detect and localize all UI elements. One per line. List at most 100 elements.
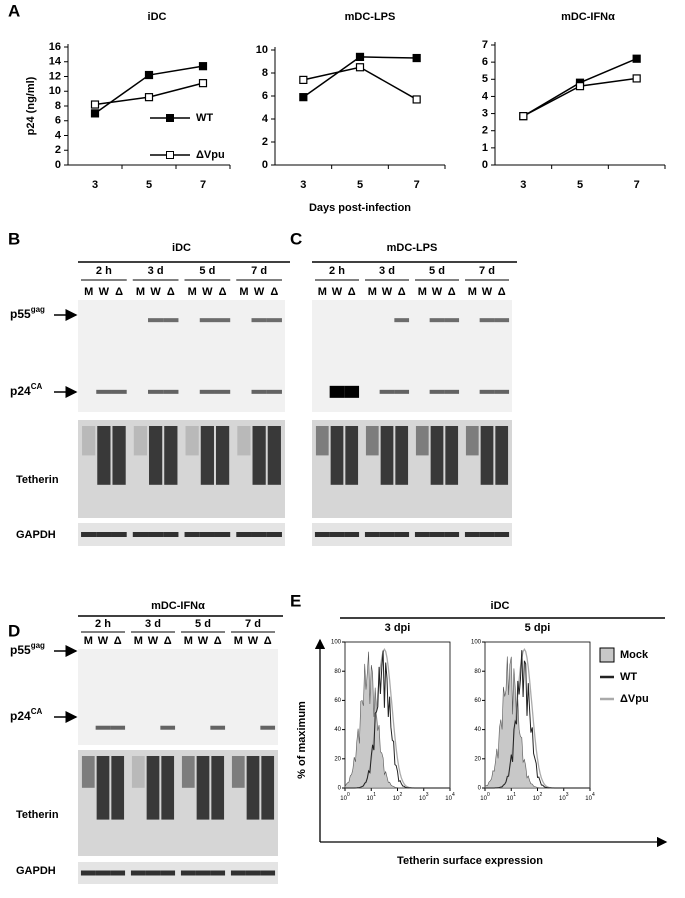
y-tick-label: 0 — [262, 159, 268, 171]
y-tick-label: 20 — [334, 756, 341, 762]
y-tick-label: 0 — [478, 786, 482, 792]
panel-label: B — [8, 229, 20, 248]
y-tick-label: 2 — [262, 136, 268, 148]
band — [479, 389, 495, 394]
x-tick-label-main: 10 — [419, 796, 426, 802]
series-line — [303, 66, 418, 101]
y-tick-label: 4 — [262, 113, 269, 125]
y-tick-label: 3 — [482, 107, 488, 119]
band — [266, 389, 282, 394]
band — [329, 385, 345, 398]
y-tick-label: 4 — [482, 90, 489, 102]
y-tick-label: 6 — [55, 115, 61, 127]
band — [480, 426, 494, 485]
band — [429, 318, 445, 323]
data-point — [355, 52, 365, 62]
data-point — [519, 112, 528, 121]
y-tick-label: 16 — [49, 41, 61, 53]
band — [494, 389, 510, 394]
lane-label: W — [99, 286, 110, 298]
series-line — [302, 56, 417, 98]
timepoint-label: 7 d — [479, 265, 495, 277]
band — [329, 532, 345, 537]
histogram-mock — [484, 656, 590, 789]
x-tick-label: 7 — [634, 179, 640, 191]
band — [445, 426, 459, 485]
band — [251, 389, 267, 394]
data-point — [299, 75, 308, 85]
band — [345, 426, 359, 485]
band — [196, 756, 210, 820]
legend-swatch — [599, 647, 615, 663]
timepoint-label: 3 d — [148, 265, 164, 277]
lane-label: W — [202, 286, 213, 298]
y-tick-label: 0 — [338, 786, 342, 792]
x-tick-label-sup: 4 — [452, 792, 455, 798]
y-tick-label: 5 — [482, 73, 488, 85]
band — [415, 426, 429, 456]
y-tick-label: 60 — [474, 698, 481, 704]
blot-image — [78, 300, 285, 412]
lane-label: Δ — [270, 286, 278, 298]
x-tick-label-main: 10 — [585, 796, 592, 802]
histogram-mock — [344, 651, 450, 789]
band — [199, 318, 215, 323]
band — [251, 532, 267, 537]
band — [110, 725, 126, 730]
x-tick-label-main: 10 — [559, 796, 566, 802]
x-tick-label: 7 — [414, 179, 420, 191]
band — [379, 389, 395, 394]
y-tick-label: 14 — [49, 56, 62, 68]
y-tick-label: 80 — [334, 669, 341, 675]
x-tick-label: 103 — [419, 792, 429, 801]
band — [236, 532, 252, 537]
blot-image — [78, 862, 278, 884]
lane-label: M — [468, 286, 477, 298]
band — [184, 532, 200, 537]
band — [394, 532, 410, 537]
band — [465, 426, 479, 456]
band — [200, 426, 214, 485]
y-axis-label: p24 (ng/ml) — [25, 76, 37, 135]
band — [237, 426, 251, 456]
band — [95, 725, 111, 730]
data-point — [90, 100, 100, 109]
data-point — [632, 74, 641, 83]
row-label: p24CA — [10, 707, 42, 723]
band — [199, 532, 215, 537]
band — [95, 870, 111, 876]
y-tick-label: 10 — [256, 44, 268, 56]
lane-label: Δ — [448, 286, 456, 298]
data-point — [144, 70, 154, 80]
panel-label: A — [8, 1, 20, 20]
band — [163, 318, 179, 323]
lane-label: M — [188, 286, 197, 298]
x-tick-label: 102 — [533, 792, 543, 801]
legend-label: Mock — [620, 649, 649, 661]
lane-label: Δ — [115, 286, 123, 298]
data-point — [412, 53, 421, 63]
y-tick-label: 7 — [482, 39, 488, 51]
row-label: p55gag — [10, 641, 45, 657]
band — [364, 532, 380, 537]
band — [365, 426, 379, 456]
x-tick-label-main: 10 — [367, 796, 374, 802]
lane-label: M — [368, 286, 377, 298]
blot-image — [78, 649, 278, 745]
legend-marker — [166, 151, 174, 159]
band — [379, 532, 395, 537]
y-tick-label: 12 — [49, 70, 61, 82]
band — [314, 532, 330, 537]
timepoint-label: 2 h — [95, 618, 111, 630]
x-tick-label: 104 — [585, 792, 595, 801]
band — [251, 318, 267, 323]
timepoint-label: 3 d — [145, 618, 161, 630]
x-tick-label-main: 10 — [393, 796, 400, 802]
y-tick-label: 20 — [474, 756, 481, 762]
band — [148, 318, 164, 323]
x-tick-label-sup: 3 — [426, 792, 429, 798]
band — [215, 426, 230, 485]
lane-label: Δ — [264, 635, 272, 647]
lane-label: W — [254, 286, 265, 298]
timepoint-label: 2 h — [96, 265, 112, 277]
